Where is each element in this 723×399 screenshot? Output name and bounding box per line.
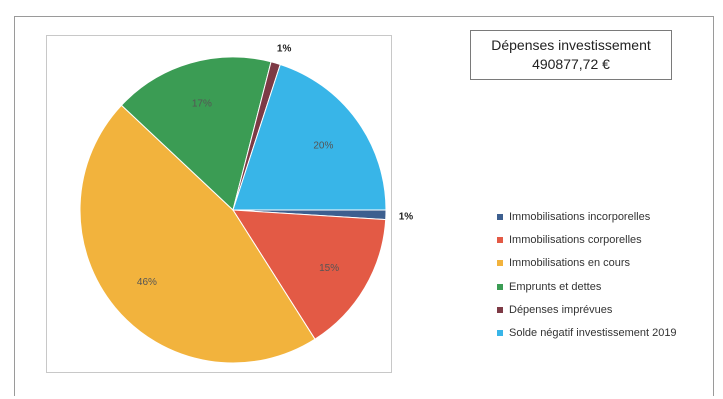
data-label-solde-negatif-investissement-2019: 20% — [313, 140, 333, 151]
pie-slice-emprunts-et-dettes — [120, 56, 272, 211]
pie-slice-immobilisations-corporelles — [232, 209, 387, 340]
legend-swatch — [497, 213, 503, 220]
legend-label: Immobilisations incorporelles — [509, 210, 651, 223]
legend-swatch — [497, 306, 503, 313]
legend-label: Emprunts et dettes — [509, 280, 602, 293]
legend-label: Immobilisations corporelles — [509, 233, 642, 246]
legend-label: Solde négatif investissement 2019 — [509, 327, 677, 340]
legend-swatch — [497, 260, 503, 267]
chart-title-box: Dépenses investissement 490877,72 € — [470, 30, 672, 80]
legend-swatch — [497, 283, 503, 290]
data-label-immobilisations-corporelles: 15% — [319, 263, 339, 274]
data-label-emprunts-et-dettes: 17% — [192, 99, 212, 110]
chart-frame — [14, 16, 714, 396]
legend-label: Dépenses imprévues — [509, 303, 613, 316]
legend-item-immobilisations-incorporelles: Immobilisations incorporelles — [497, 205, 677, 228]
chart-total: 490877,72 € — [532, 56, 610, 72]
data-label-depenses-imprevues: 1% — [277, 44, 292, 55]
legend-item-immobilisations-corporelles: Immobilisations corporelles — [497, 228, 677, 251]
chart-legend: Immobilisations incorporelles Immobilisat… — [497, 205, 677, 345]
data-label-immobilisations-incorporelles: 1% — [399, 211, 414, 222]
legend-item-depenses-imprevues: Dépenses imprévues — [497, 298, 677, 321]
legend-item-immobilisations-en-cours: Immobilisations en cours — [497, 252, 677, 275]
pie-slice-solde-negatif-investissement-2019 — [232, 63, 387, 211]
data-label-immobilisations-en-cours: 46% — [137, 277, 157, 288]
legend-item-solde-negatif-investissement-2019: Solde négatif investissement 2019 — [497, 321, 677, 344]
legend-item-emprunts-et-dettes: Emprunts et dettes — [497, 275, 677, 298]
legend-label: Immobilisations en cours — [509, 257, 631, 270]
legend-swatch — [497, 330, 503, 337]
chart-title: Dépenses investissement — [491, 37, 651, 53]
legend-swatch — [497, 236, 503, 243]
pie-slice-immobilisations-en-cours — [79, 104, 316, 364]
plot-area — [46, 35, 392, 373]
